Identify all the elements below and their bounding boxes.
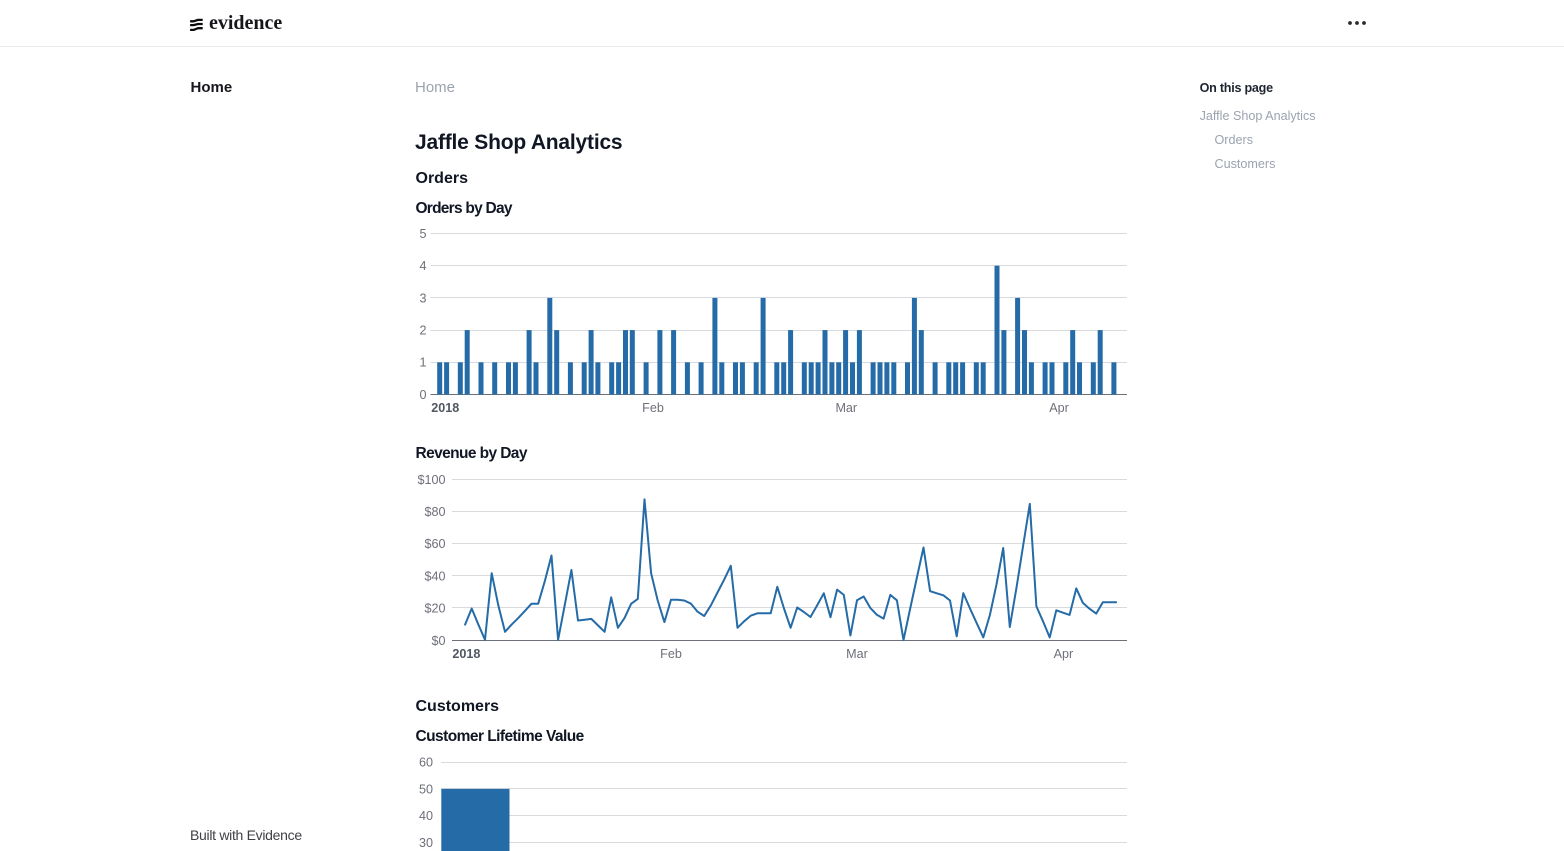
svg-text:Mar: Mar	[835, 401, 857, 415]
svg-text:$80: $80	[424, 505, 445, 519]
svg-text:2018: 2018	[431, 401, 459, 415]
svg-text:Apr: Apr	[1049, 401, 1069, 415]
svg-text:50: 50	[419, 782, 433, 796]
svg-text:$100: $100	[417, 473, 445, 487]
svg-text:5: 5	[419, 227, 426, 241]
svg-text:2: 2	[419, 324, 426, 338]
svg-text:40: 40	[419, 809, 433, 823]
svg-text:Feb: Feb	[642, 401, 664, 415]
svg-text:$0: $0	[431, 634, 445, 648]
svg-text:Feb: Feb	[660, 647, 682, 661]
svg-text:30: 30	[419, 836, 433, 850]
svg-text:3: 3	[419, 291, 426, 305]
svg-text:2018: 2018	[452, 647, 480, 661]
svg-text:$60: $60	[424, 537, 445, 551]
svg-text:1: 1	[419, 356, 426, 370]
svg-text:$40: $40	[424, 569, 445, 583]
svg-text:$20: $20	[424, 601, 445, 615]
svg-text:Mar: Mar	[846, 647, 868, 661]
svg-text:60: 60	[419, 756, 433, 770]
svg-text:Apr: Apr	[1054, 647, 1074, 661]
svg-text:0: 0	[419, 388, 426, 402]
svg-text:4: 4	[419, 259, 426, 273]
